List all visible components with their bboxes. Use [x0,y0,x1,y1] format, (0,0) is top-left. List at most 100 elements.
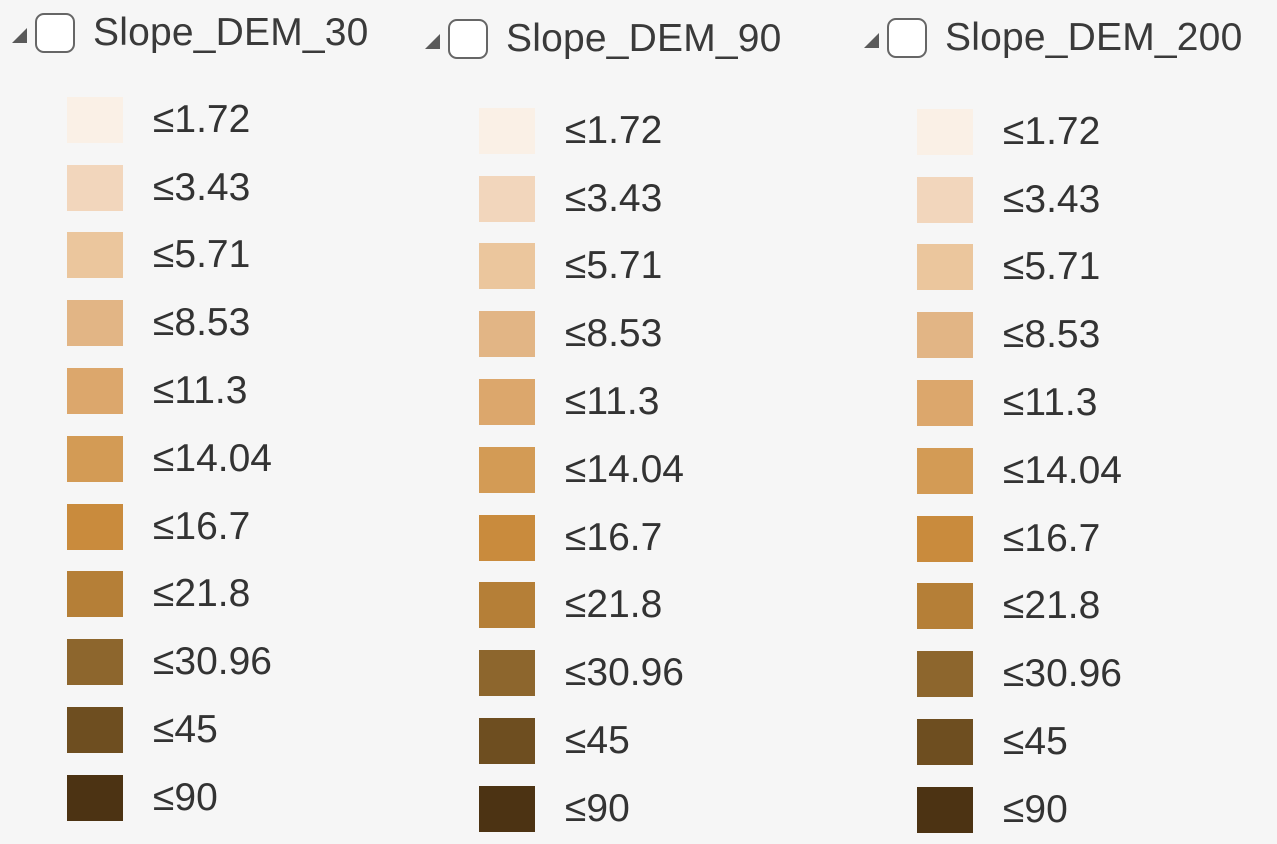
color-swatch[interactable] [67,707,123,754]
color-swatch[interactable] [479,175,535,222]
layer-visibility-checkbox[interactable] [35,13,75,53]
collapse-triangle-icon[interactable] [12,27,27,43]
color-swatch[interactable] [479,379,535,426]
color-swatch[interactable] [917,583,973,630]
layer-slope-dem-30: Slope_DEM_30 ≤1.72 ≤3.43 ≤5.71 ≤8.53 ≤11.3 ≤1… [0,0,369,832]
legend-class-row[interactable]: ≤11.3 [479,368,782,436]
color-swatch[interactable] [479,243,535,290]
color-swatch[interactable] [67,96,123,143]
legend-class-row[interactable]: ≤21.8 [479,572,782,640]
class-break-label: ≤8.53 [565,312,663,356]
layer-name[interactable]: Slope_DEM_200 [945,16,1243,59]
class-break-label: ≤5.71 [565,244,663,288]
color-swatch[interactable] [67,164,123,211]
color-swatch[interactable] [479,582,535,629]
color-swatch[interactable] [917,515,973,562]
color-swatch[interactable] [479,718,535,765]
class-break-label: ≤45 [565,719,630,763]
legend-class-row[interactable]: ≤14.04 [917,437,1242,505]
class-break-label: ≤5.71 [1003,245,1101,289]
legend-class-row[interactable]: ≤45 [479,707,782,775]
legend-class-row[interactable]: ≤5.71 [917,234,1242,302]
legend-class-row[interactable]: ≤16.7 [479,504,782,572]
legend-class-row[interactable]: ≤14.04 [67,425,369,493]
legend-class-row[interactable]: ≤5.71 [67,222,369,290]
legend-class-row[interactable]: ≤16.7 [917,505,1242,573]
legend-class-row[interactable]: ≤8.53 [479,300,782,368]
legend-class-row[interactable]: ≤1.72 [67,86,369,154]
legend-class-row[interactable]: ≤3.43 [917,166,1242,234]
legend-class-row[interactable]: ≤1.72 [479,97,782,165]
class-break-label: ≤30.96 [565,651,684,695]
legend-class-row[interactable]: ≤3.43 [67,154,369,222]
class-break-label: ≤14.04 [153,436,272,480]
class-break-label: ≤45 [1003,720,1068,764]
symbology-legend: ≤1.72 ≤3.43 ≤5.71 ≤8.53 ≤11.3 ≤14.04 ≤16.7 ≤21.… [852,98,1242,844]
layer-visibility-checkbox[interactable] [887,18,927,58]
color-swatch[interactable] [479,107,535,154]
color-swatch[interactable] [917,786,973,833]
color-swatch[interactable] [479,650,535,697]
color-swatch[interactable] [917,651,973,698]
legend-class-row[interactable]: ≤30.96 [67,628,369,696]
legend-class-row[interactable]: ≤45 [67,696,369,764]
legend-class-row[interactable]: ≤8.53 [917,301,1242,369]
class-break-label: ≤5.71 [153,233,251,277]
color-swatch[interactable] [67,232,123,279]
class-break-label: ≤45 [153,708,218,752]
legend-class-row[interactable]: ≤90 [917,776,1242,844]
legend-class-row[interactable]: ≤11.3 [67,357,369,425]
color-swatch[interactable] [67,571,123,618]
legend-class-row[interactable]: ≤90 [479,775,782,843]
layer-header: Slope_DEM_200 [852,5,1242,71]
legend-class-row[interactable]: ≤21.8 [917,573,1242,641]
class-break-label: ≤16.7 [1003,516,1101,560]
class-break-label: ≤11.3 [1003,381,1098,425]
legend-class-row[interactable]: ≤30.96 [917,640,1242,708]
legend-class-row[interactable]: ≤21.8 [67,561,369,629]
legend-class-row[interactable]: ≤5.71 [479,233,782,301]
layer-slope-dem-90: Slope_DEM_90 ≤1.72 ≤3.43 ≤5.71 ≤8.53 ≤11.3 ≤1… [413,6,782,843]
layer-name[interactable]: Slope_DEM_30 [93,11,369,54]
legend-class-row[interactable]: ≤45 [917,708,1242,776]
color-swatch[interactable] [67,435,123,482]
class-break-label: ≤3.43 [1003,177,1101,221]
color-swatch[interactable] [479,446,535,493]
color-swatch[interactable] [67,300,123,347]
class-break-label: ≤21.8 [565,583,663,627]
legend-class-row[interactable]: ≤90 [67,764,369,832]
color-swatch[interactable] [917,380,973,427]
class-break-label: ≤21.8 [1003,584,1101,628]
class-break-label: ≤1.72 [1003,109,1101,153]
collapse-triangle-icon[interactable] [425,33,440,49]
layer-visibility-checkbox[interactable] [448,19,488,59]
color-swatch[interactable] [479,514,535,561]
class-break-label: ≤3.43 [153,165,251,209]
color-swatch[interactable] [917,176,973,223]
legend-class-row[interactable]: ≤30.96 [479,639,782,707]
color-swatch[interactable] [67,503,123,550]
collapse-triangle-icon[interactable] [864,32,879,48]
class-break-label: ≤90 [1003,787,1068,831]
legend-class-row[interactable]: ≤1.72 [917,98,1242,166]
color-swatch[interactable] [917,312,973,359]
legend-class-row[interactable]: ≤16.7 [67,493,369,561]
color-swatch[interactable] [479,311,535,358]
layer-name[interactable]: Slope_DEM_90 [506,17,782,60]
legend-class-row[interactable]: ≤3.43 [479,165,782,233]
color-swatch[interactable] [67,368,123,415]
color-swatch[interactable] [917,447,973,494]
color-swatch[interactable] [917,244,973,291]
color-swatch[interactable] [917,719,973,766]
color-swatch[interactable] [67,639,123,686]
color-swatch[interactable] [917,108,973,155]
class-break-label: ≤14.04 [1003,448,1122,492]
class-break-label: ≤21.8 [153,572,251,616]
legend-class-row[interactable]: ≤8.53 [67,289,369,357]
color-swatch[interactable] [479,785,535,832]
legend-class-row[interactable]: ≤11.3 [917,369,1242,437]
legend-class-row[interactable]: ≤14.04 [479,436,782,504]
class-break-label: ≤30.96 [1003,652,1122,696]
class-break-label: ≤11.3 [153,369,248,413]
color-swatch[interactable] [67,774,123,821]
